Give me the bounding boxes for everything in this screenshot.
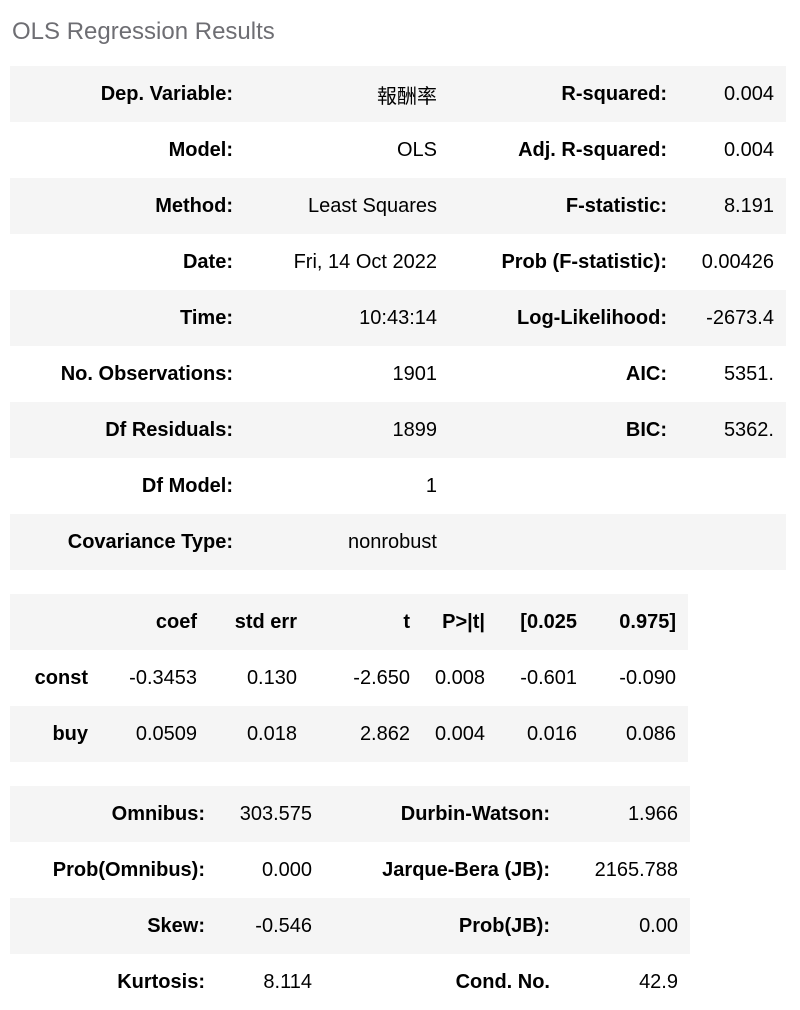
stat-value: 1901 — [392, 362, 438, 385]
stat-label: Covariance Type: — [67, 530, 233, 553]
std-err-value: 0.018 — [246, 722, 297, 745]
stat-label: Omnibus: — [111, 802, 205, 825]
summary-row: Method: Least Squares F-statistic: 8.191 — [10, 178, 786, 234]
stat-label: Durbin-Watson: — [400, 802, 550, 825]
p-value: 0.004 — [434, 722, 485, 745]
coef-row: buy 0.0509 0.018 2.862 0.004 0.016 0.086 — [10, 706, 688, 762]
stat-value: 303.575 — [239, 802, 312, 825]
stat-value: 報酬率 — [377, 85, 437, 108]
stat-label: Time: — [180, 306, 233, 329]
stat-label: Date: — [182, 250, 233, 273]
diagnostics-table: Omnibus: 303.575 Durbin-Watson: 1.966 Pr… — [10, 786, 690, 1010]
stat-value: 1 — [425, 474, 437, 497]
stat-label: Prob(Omnibus): — [52, 858, 205, 881]
stat-value: -2673.4 — [706, 306, 774, 329]
coef-col-header: [0.025 — [520, 610, 577, 633]
stat-value: 42.9 — [639, 970, 678, 993]
ci-upper-value: -0.090 — [619, 666, 676, 689]
stat-label: Kurtosis: — [117, 970, 205, 993]
ci-upper-value: 0.086 — [625, 722, 676, 745]
page-title: OLS Regression Results — [12, 18, 275, 45]
stat-value — [679, 458, 786, 514]
coefficients-table: coef std err t P>|t| [0.025 0.975] const… — [10, 594, 688, 762]
stat-label: Model: — [168, 138, 233, 161]
stat-value: 0.00426 — [701, 250, 774, 273]
stat-value: 0.004 — [723, 138, 774, 161]
stat-label: F-statistic: — [565, 194, 667, 217]
summary-row: Dep. Variable: 報酬率 R-squared: 0.004 — [10, 66, 786, 122]
stat-value: 5351. — [723, 362, 774, 385]
stat-value: 2165.788 — [594, 858, 678, 881]
stat-value: 8.114 — [263, 970, 312, 993]
stat-label: Adj. R-squared: — [518, 138, 667, 161]
stat-label: Prob (F-statistic): — [501, 250, 667, 273]
diagnostics-row: Kurtosis: 8.114 Cond. No. 42.9 — [10, 954, 690, 1010]
p-value: 0.008 — [434, 666, 485, 689]
stat-value: 0.00 — [639, 914, 678, 937]
coef-col-header: coef — [155, 610, 197, 633]
stat-label: Dep. Variable: — [100, 82, 233, 105]
summary-row: Date: Fri, 14 Oct 2022 Prob (F-statistic… — [10, 234, 786, 290]
coef-col-header: t — [403, 610, 410, 633]
stat-label: R-squared: — [561, 82, 667, 105]
stat-value: 1899 — [392, 418, 438, 441]
stat-label: Jarque-Bera (JB): — [382, 858, 550, 881]
ci-lower-value: -0.601 — [520, 666, 577, 689]
stat-value: 0.004 — [723, 82, 774, 105]
coef-col-header: 0.975] — [619, 610, 676, 633]
coef-col-header: P>|t| — [442, 610, 485, 633]
coef-col-header: std err — [234, 610, 297, 633]
summary-row: Df Model: 1 — [10, 458, 786, 514]
stat-value: OLS — [396, 138, 437, 161]
stat-label: Skew: — [147, 914, 205, 937]
stat-label — [449, 458, 679, 514]
t-value: 2.862 — [359, 722, 410, 745]
stat-value: -0.546 — [255, 914, 312, 937]
regression-summary-table: Dep. Variable: 報酬率 R-squared: 0.004 Mode… — [10, 66, 786, 570]
coef-header-row: coef std err t P>|t| [0.025 0.975] — [10, 594, 688, 650]
coef-row-label: const — [34, 666, 88, 689]
stat-label: Log-Likelihood: — [517, 306, 667, 329]
stat-label: No. Observations: — [60, 362, 233, 385]
stat-value: 10:43:14 — [359, 306, 437, 329]
stat-value: Fri, 14 Oct 2022 — [293, 250, 437, 273]
stat-value: 0.000 — [261, 858, 312, 881]
diagnostics-row: Prob(Omnibus): 0.000 Jarque-Bera (JB): 2… — [10, 842, 690, 898]
coef-col-header — [10, 594, 100, 650]
stat-value: nonrobust — [348, 530, 437, 553]
summary-row: Time: 10:43:14 Log-Likelihood: -2673.4 — [10, 290, 786, 346]
t-value: -2.650 — [353, 666, 410, 689]
stat-value: Least Squares — [308, 194, 437, 217]
coef-value: 0.0509 — [135, 722, 197, 745]
stat-value: 5362. — [723, 418, 774, 441]
coef-value: -0.3453 — [129, 666, 197, 689]
stat-label: BIC: — [625, 418, 667, 441]
coef-row: const -0.3453 0.130 -2.650 0.008 -0.601 … — [10, 650, 688, 706]
stat-value — [679, 514, 786, 570]
summary-row: Model: OLS Adj. R-squared: 0.004 — [10, 122, 786, 178]
coef-row-label: buy — [52, 722, 88, 745]
ci-lower-value: 0.016 — [526, 722, 577, 745]
diagnostics-row: Omnibus: 303.575 Durbin-Watson: 1.966 — [10, 786, 690, 842]
diagnostics-row: Skew: -0.546 Prob(JB): 0.00 — [10, 898, 690, 954]
std-err-value: 0.130 — [246, 666, 297, 689]
stat-label: Df Model: — [141, 474, 233, 497]
stat-label: AIC: — [625, 362, 667, 385]
summary-row: Covariance Type: nonrobust — [10, 514, 786, 570]
stat-label: Method: — [155, 194, 233, 217]
summary-row: No. Observations: 1901 AIC: 5351. — [10, 346, 786, 402]
stat-value: 8.191 — [723, 194, 774, 217]
stat-label: Prob(JB): — [458, 914, 550, 937]
stat-label: Df Residuals: — [105, 418, 233, 441]
summary-row: Df Residuals: 1899 BIC: 5362. — [10, 402, 786, 458]
stat-value: 1.966 — [627, 802, 678, 825]
stat-label: Cond. No. — [455, 970, 550, 993]
stat-label — [449, 514, 679, 570]
